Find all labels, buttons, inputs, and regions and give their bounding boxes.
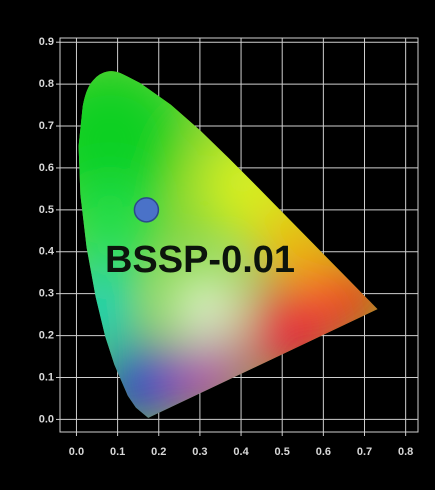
- y-tick-label: 0.8: [39, 78, 54, 90]
- plot-frame: [59, 37, 419, 433]
- y-tick-label: 0.2: [39, 330, 54, 342]
- data-layer: [133, 197, 160, 223]
- y-tick-label: 0.1: [39, 371, 54, 383]
- y-tick-label: 0.9: [39, 36, 54, 48]
- x-tick-label: 0.5: [275, 446, 290, 458]
- y-tick-label: 0.5: [39, 204, 54, 216]
- x-tick-label: 0.8: [398, 446, 413, 458]
- y-tick-label: 0.4: [39, 246, 55, 258]
- x-tick-label: 0.0: [69, 446, 84, 458]
- data-point: [133, 197, 160, 223]
- y-tick-label: 0.0: [39, 413, 54, 425]
- annotation: BSSP-0.01: [105, 239, 295, 281]
- x-tick-label: 0.1: [110, 446, 125, 458]
- x-tick-label: 0.2: [151, 446, 166, 458]
- y-tick-label: 0.3: [39, 288, 54, 300]
- x-tick-label: 0.3: [192, 446, 207, 458]
- y-tick-label: 0.6: [39, 162, 54, 174]
- x-tick-label: 0.7: [357, 446, 372, 458]
- y-tick-label: 0.7: [39, 120, 54, 132]
- x-tick-label: 0.4: [233, 446, 249, 458]
- x-tick-label: 0.6: [316, 446, 331, 458]
